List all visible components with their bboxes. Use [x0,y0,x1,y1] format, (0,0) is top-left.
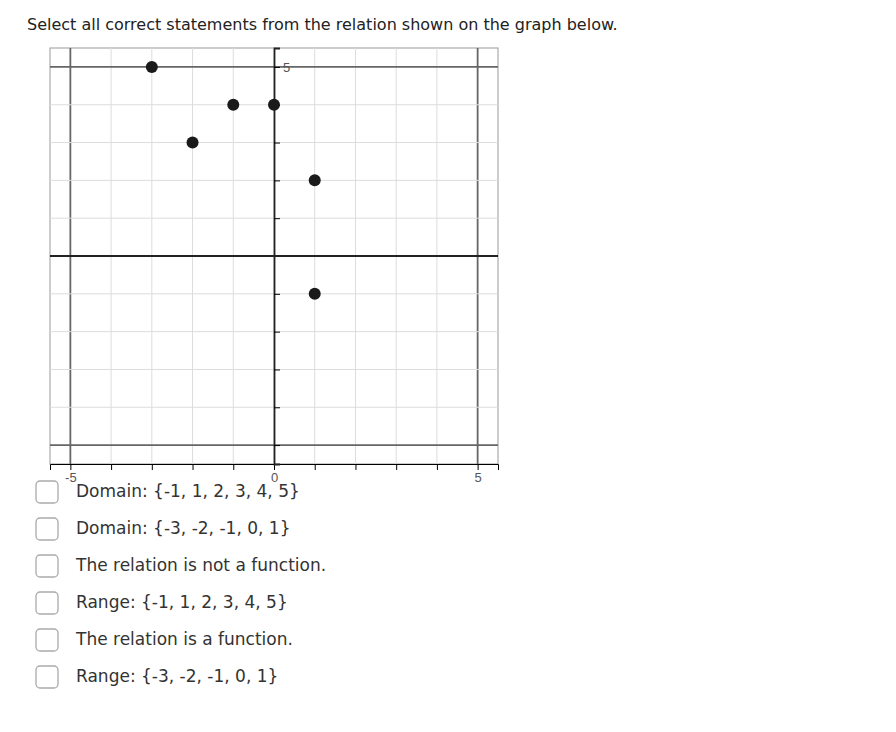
x-tick: -5 [65,464,77,485]
point [187,137,199,149]
x-tick [152,464,153,470]
x-tick-label: 5 [475,470,482,485]
plot: -5055 [50,48,499,485]
title: Select all correct statements from the r… [27,15,618,34]
y-tick-mark [274,143,280,144]
x-tick-mark [233,464,234,470]
option-text: The relation is not a function. [75,555,326,575]
x-tick-mark [70,464,71,470]
point [227,99,239,111]
y-tick-label: 5 [283,60,290,75]
x-tick [355,464,356,470]
y-tick-mark [274,332,280,333]
x-tick-mark [437,464,438,470]
x-tick [233,464,234,470]
x-zero-line [50,255,498,257]
y-tick-mark [274,218,280,219]
grid-line-y [50,256,498,257]
x-tick [111,464,112,470]
option-text: Domain: {-3, -2, -1, 0, 1} [76,518,290,538]
checkbox[interactable] [36,629,58,651]
x-tick-mark [355,464,356,470]
checkbox[interactable] [36,592,58,614]
x-tick [193,464,194,470]
y-tick-mark [274,180,280,181]
y-tick [274,143,280,144]
point [309,174,321,186]
x-tick-mark [396,464,397,470]
x-tick-mark [152,464,153,470]
x-tick-mark [193,464,194,470]
y-tick [274,294,280,295]
x-tick: 5 [475,464,482,485]
options: Domain: {-1, 1, 2, 3, 4, 5} Domain: {-3, … [36,481,326,688]
x-tick-mark [315,464,316,470]
x-tick-mark [478,464,479,470]
y-tick [274,407,280,408]
x-tick [437,464,438,470]
y-tick-mark [274,407,280,408]
y-tick: 5 [274,60,290,75]
option-text: Range: {-3, -2, -1, 0, 1} [76,666,278,686]
checkbox[interactable] [36,481,58,503]
checkbox[interactable] [36,666,58,688]
y-tick-mark [274,369,280,370]
x-tick-label: -5 [65,470,77,485]
option-text: Range: {-1, 1, 2, 3, 4, 5} [76,592,288,612]
checkbox[interactable] [36,555,58,577]
y-tick [274,445,280,446]
option-text: Domain: {-1, 1, 2, 3, 4, 5} [76,481,300,501]
y-tick-mark [274,67,280,68]
y-tick [274,180,280,181]
y-tick [274,369,280,370]
x-tick [315,464,316,470]
y-tick-mark [274,294,280,295]
plot-frame [50,48,498,464]
y-tick [274,218,280,219]
x-tick [396,464,397,470]
checkbox[interactable] [36,518,58,540]
point [309,288,321,300]
y-tick-mark [274,445,280,446]
points [146,61,321,300]
grid [50,48,498,464]
chart: Select all correct statements from the r… [0,0,896,732]
point [268,99,280,111]
y-tick [274,332,280,333]
x-tick-mark [111,464,112,470]
point [146,61,158,73]
option-text: The relation is a function. [75,629,293,649]
